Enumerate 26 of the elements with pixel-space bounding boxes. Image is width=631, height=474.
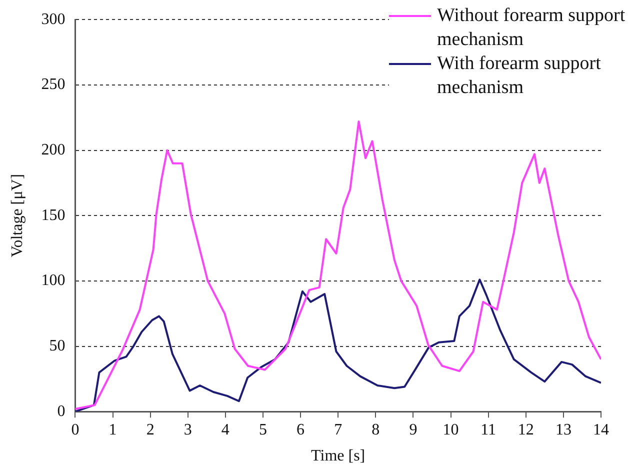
y-tick-label: 200 xyxy=(41,141,66,158)
y-tick-label: 100 xyxy=(41,272,66,290)
x-tick-label: 6 xyxy=(296,421,305,438)
x-tick-label: 12 xyxy=(518,421,534,438)
x-axis-title: Time [s] xyxy=(311,448,366,465)
y-tick-label: 150 xyxy=(41,206,66,224)
y-axis-title: Voltage [μV] xyxy=(8,174,26,258)
x-tick-label: 2 xyxy=(146,421,154,438)
x-tick-label: 10 xyxy=(442,421,459,438)
x-tick-label: 14 xyxy=(593,421,609,438)
x-tick-label: 5 xyxy=(258,421,267,438)
x-tick-label: 13 xyxy=(555,421,572,438)
x-tick-label: 1 xyxy=(108,421,117,438)
x-tick-label: 7 xyxy=(334,421,342,438)
x-tick-label: 3 xyxy=(184,421,192,438)
legend-label: With forearm support mechanism xyxy=(437,52,602,100)
y-tick-label: 300 xyxy=(41,10,66,28)
x-tick-label: 4 xyxy=(221,421,230,438)
legend-label: Without forearm support mechanism xyxy=(437,4,626,52)
x-tick-label: 8 xyxy=(372,421,380,438)
y-tick-label: 50 xyxy=(49,337,66,354)
y-tick-label: 0 xyxy=(57,402,66,420)
x-tick-label: 11 xyxy=(480,421,496,438)
x-tick-label: 0 xyxy=(71,421,80,438)
x-tick-label: 9 xyxy=(409,421,418,438)
y-tick-label: 250 xyxy=(41,76,66,94)
